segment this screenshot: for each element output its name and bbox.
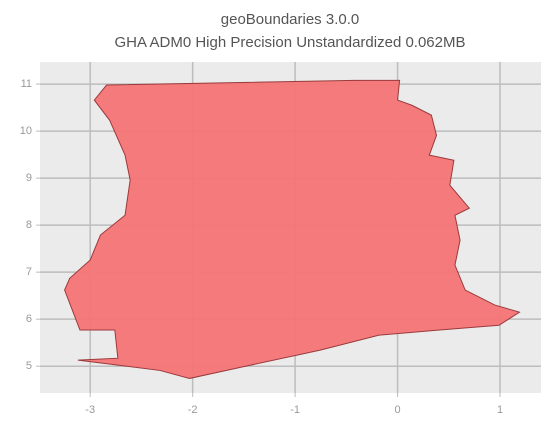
y-tick-label: 9 (26, 172, 32, 184)
country-boundary (64, 79, 521, 379)
y-tick-label: 6 (26, 313, 32, 325)
y-tick-label: 11 (21, 78, 32, 90)
y-tick-label: 8 (26, 219, 32, 231)
x-tick-label: -1 (290, 404, 300, 416)
x-tick-label: 1 (497, 404, 503, 416)
chart-title: geoBoundaries 3.0.0 (221, 11, 359, 28)
x-tick-label: -2 (188, 404, 198, 416)
y-tick-label: 10 (20, 125, 32, 137)
chart-subtitle: GHA ADM0 High Precision Unstandardized 0… (114, 34, 465, 51)
y-tick-label: 7 (26, 266, 32, 278)
x-tick-label: 0 (395, 404, 401, 416)
y-tick-label: 5 (26, 360, 32, 372)
x-tick-label: -3 (85, 404, 95, 416)
